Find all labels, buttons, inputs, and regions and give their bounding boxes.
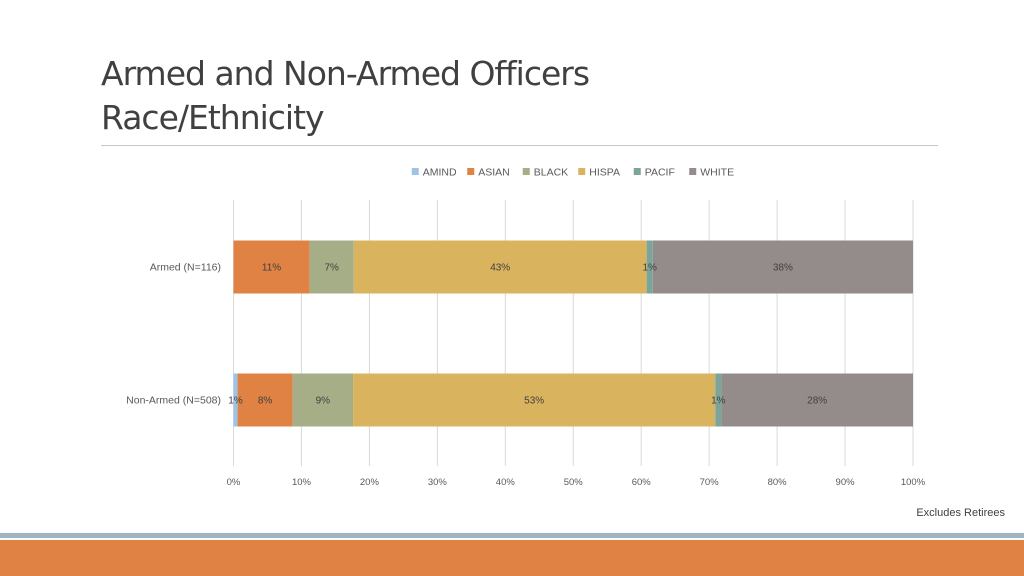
data-label: 11% (262, 263, 281, 274)
data-label: 28% (807, 396, 827, 407)
bar-segment-asian (233, 240, 310, 294)
bars (233, 240, 913, 427)
data-label: 9% (316, 396, 331, 407)
data-label: 1% (642, 263, 657, 274)
slide-title: Armed and Non-Armed Officers Race/Ethnic… (101, 52, 921, 140)
legend: AMIND ASIAN BLACK HISPA PACIF WHITE (411, 167, 734, 179)
x-axis-ticks: 0% 10% 20% 30% 40% 50% 60% 70% 80% 90% 100% (227, 477, 926, 488)
data-label: 8% (258, 396, 273, 407)
data-label: 38% (773, 263, 793, 274)
data-label: 43% (490, 263, 510, 274)
x-tick-label: 10% (292, 477, 312, 488)
category-labels: Armed (N=116) Non-Armed (N=508) (126, 262, 221, 407)
category-label: Armed (N=116) (150, 262, 221, 274)
legend-label: BLACK (534, 167, 568, 179)
bar-segment-black (309, 240, 354, 294)
slide-title-line-2: Race/Ethnicity (101, 98, 325, 137)
bar-segment-asian (237, 373, 293, 427)
footer-band-gap (0, 538, 1024, 540)
legend-swatch (467, 168, 475, 175)
x-tick-label: 70% (700, 477, 720, 488)
x-tick-label: 20% (360, 477, 380, 488)
bar-segment-black (292, 373, 354, 427)
legend-swatch (689, 168, 697, 175)
bar-segment-pacif (715, 373, 722, 427)
legend-label: WHITE (700, 167, 734, 179)
x-tick-label: 40% (496, 477, 516, 488)
data-label: 53% (524, 396, 544, 407)
category-label: Non-Armed (N=508) (126, 395, 221, 407)
data-label: 1% (711, 396, 726, 407)
legend-label: PACIF (645, 167, 675, 179)
title-divider (101, 145, 938, 146)
legend-swatch (522, 168, 530, 175)
data-label: 7% (324, 263, 339, 274)
x-tick-label: 80% (768, 477, 788, 488)
legend-swatch (578, 168, 586, 175)
x-tick-label: 0% (227, 477, 241, 488)
footnote: Excludes Retirees (916, 507, 1005, 519)
bar-segment-pacif (646, 240, 653, 294)
bar-segment-hispa (353, 373, 716, 427)
footer-band-blue (0, 533, 1024, 538)
bar-segment-hispa (353, 240, 647, 294)
bar-segment-white (721, 373, 913, 427)
footer-band-orange (0, 540, 1024, 576)
x-tick-label: 90% (836, 477, 856, 488)
data-labels: 11% 7% 43% 1% 38% 1% 8% 9% 53% 1% 28% (228, 263, 827, 407)
legend-label: HISPA (589, 167, 620, 179)
bar-segment-amind (233, 373, 238, 427)
x-tick-label: 30% (428, 477, 448, 488)
legend-swatch (633, 168, 641, 175)
legend-label: AMIND (423, 167, 457, 179)
x-tick-label: 50% (564, 477, 584, 488)
legend-swatch (411, 168, 419, 175)
slide-title-line-1: Armed and Non-Armed Officers (101, 54, 590, 93)
x-tick-label: 60% (632, 477, 652, 488)
data-label: 1% (228, 396, 243, 407)
bar-segment-white (652, 240, 913, 294)
x-tick-label: 100% (901, 477, 926, 488)
legend-label: ASIAN (478, 167, 510, 179)
